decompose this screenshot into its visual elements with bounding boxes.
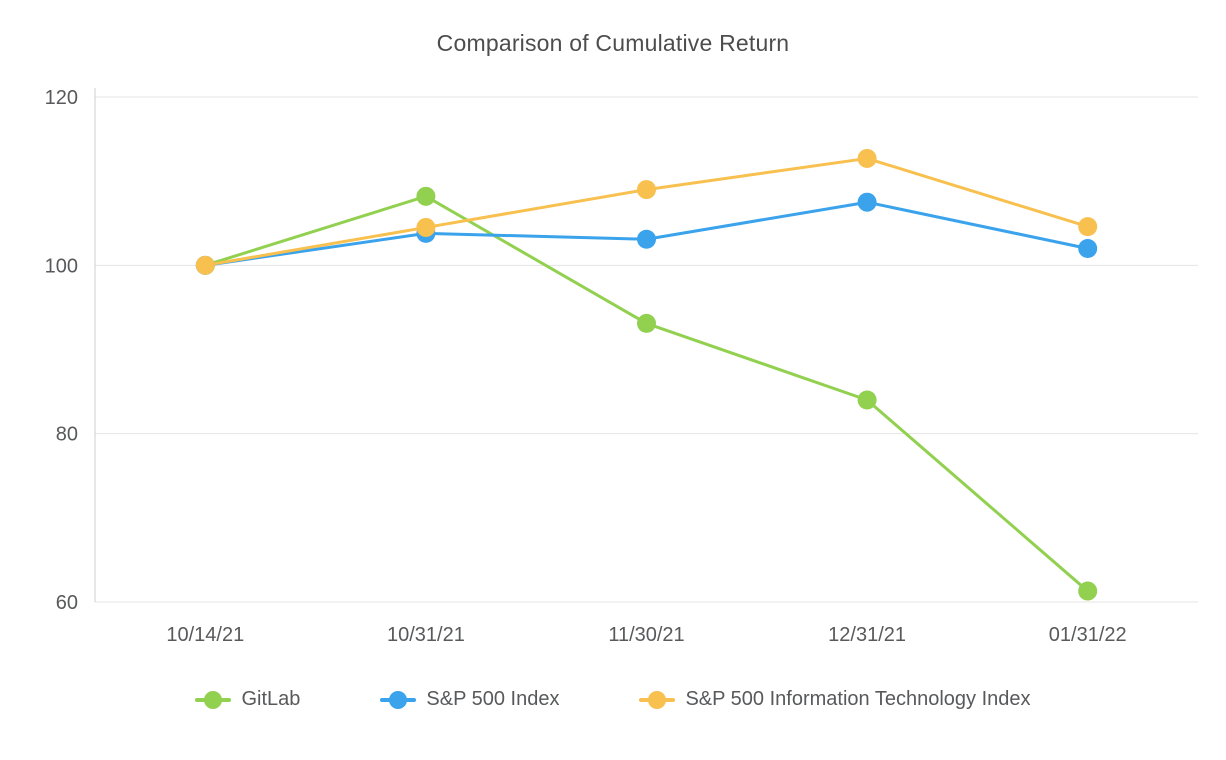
x-axis-tick-label: 10/31/21	[387, 624, 465, 646]
y-axis-tick-label: 100	[45, 255, 78, 277]
data-point-s-p-500-information-technology-index	[195, 255, 215, 275]
legend-item-gitlab: GitLab	[195, 688, 300, 711]
legend-label: S&P 500 Index	[426, 688, 560, 710]
legend-marker-icon	[380, 690, 417, 710]
series-line-gitlab	[203, 194, 1090, 593]
data-point-s-p-500-information-technology-index	[416, 217, 436, 237]
legend-label: GitLab	[241, 688, 301, 710]
x-axis-tick-label: 11/30/21	[608, 624, 684, 646]
series-line-s-p-500-information-technology-index	[203, 156, 1090, 267]
data-point-gitlab	[637, 313, 656, 333]
data-point-s-p-500-index	[857, 192, 877, 212]
data-point-s-p-500-information-technology-index	[637, 180, 656, 200]
data-point-s-p-500-index	[637, 229, 656, 249]
data-point-gitlab	[416, 186, 436, 206]
data-point-s-p-500-information-technology-index	[1078, 217, 1098, 237]
y-axis-tick-label: 120	[45, 87, 78, 109]
x-axis-tick-label: 12/31/21	[828, 624, 906, 646]
y-axis-tick-label: 60	[56, 592, 78, 614]
legend-label: S&P 500 Information Technology Index	[685, 688, 1031, 710]
data-point-s-p-500-information-technology-index	[857, 148, 877, 168]
data-point-gitlab	[1078, 581, 1098, 601]
data-point-gitlab	[857, 390, 877, 410]
x-axis-tick-label: 10/14/21	[166, 624, 244, 646]
legend-dot-icon	[389, 690, 408, 709]
legend-dot-icon	[648, 690, 667, 709]
chart-legend: GitLab S&P 500 Index S&P 500 Information T…	[0, 688, 1226, 711]
legend-dot-icon	[204, 690, 223, 709]
chart-title: Comparison of Cumulative Return	[436, 30, 790, 56]
data-point-s-p-500-index	[1078, 239, 1098, 258]
legend-item-s-p-500-index: S&P 500 Index	[380, 688, 559, 711]
y-axis-tick-label: 80	[56, 424, 78, 446]
x-axis-tick-label: 01/31/22	[1049, 624, 1127, 646]
legend-marker-icon	[639, 690, 676, 710]
legend-marker-icon	[195, 690, 232, 710]
legend-item-s-p-500-information-technology-index: S&P 500 Information Technology Index	[639, 688, 1031, 711]
